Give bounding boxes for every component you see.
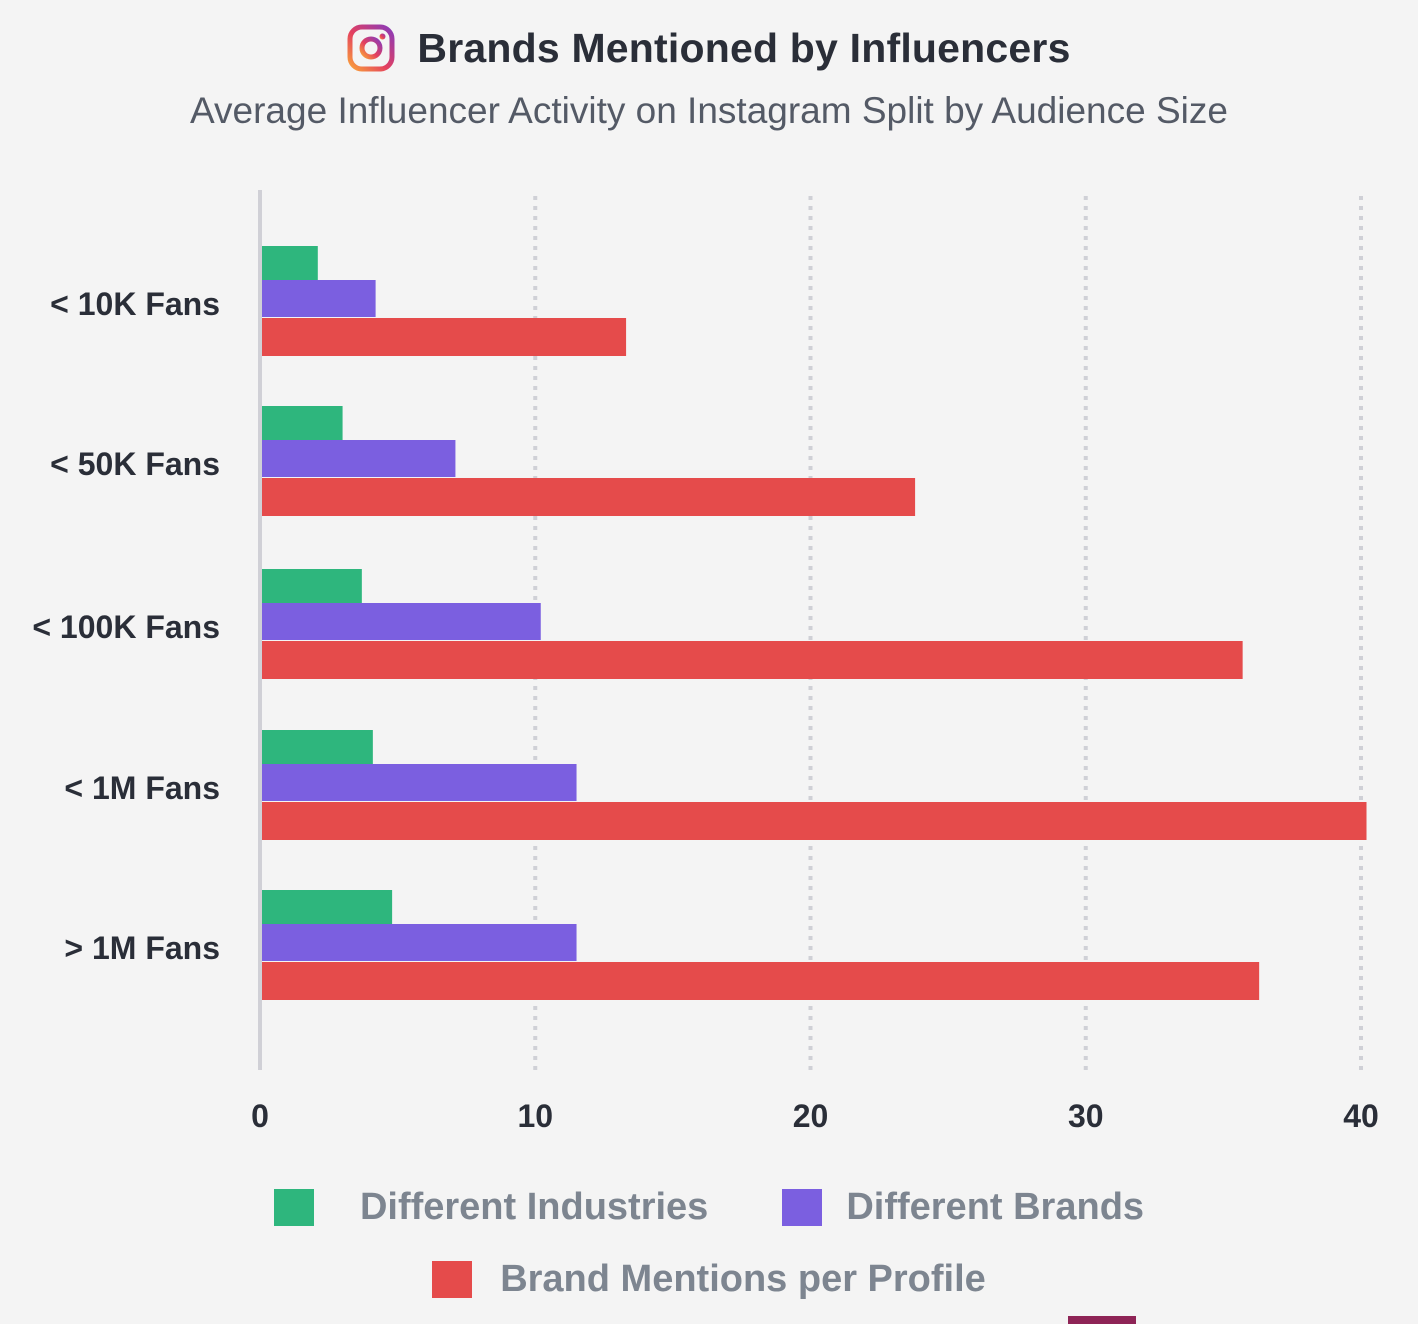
- bottom-accent-mark: [1068, 1316, 1136, 1324]
- chart-header: Brands Mentioned by Influencers Average …: [0, 0, 1418, 150]
- bar-industries-2: [262, 569, 362, 605]
- tick-labels: 0 10 20 30 40: [251, 1098, 1379, 1134]
- x-tick-label-10: 10: [517, 1098, 553, 1134]
- legend-row-2: Brand Mentions per Profile: [0, 1258, 1418, 1301]
- category-label-0: < 10K Fans: [50, 286, 220, 322]
- legend-swatch-mentions: [432, 1261, 473, 1298]
- bar-industries-3: [262, 730, 373, 766]
- title-row: Brands Mentioned by Influencers: [0, 24, 1418, 72]
- category-labels: < 10K Fans < 50K Fans < 100K Fans < 1M Fans…: [32, 286, 220, 966]
- x-tick-label-20: 20: [793, 1098, 829, 1134]
- instagram-icon: [347, 24, 395, 72]
- bar-mentions-3: [262, 802, 1367, 840]
- bar-brands-0: [262, 280, 376, 317]
- x-tick-label-0: 0: [251, 1098, 269, 1134]
- bar-brands-1: [262, 440, 456, 477]
- bar-industries-1: [262, 406, 343, 442]
- legend-swatch-industries: [273, 1189, 314, 1226]
- legend-item-brands: Different Brands: [782, 1186, 1144, 1229]
- legend-label-industries: Different Industries: [359, 1186, 709, 1228]
- category-label-3: < 1M Fans: [64, 770, 220, 806]
- grid-lines: [533, 196, 1363, 1070]
- bar-brands-3: [262, 764, 577, 801]
- bar-mentions-0: [262, 318, 627, 356]
- x-tick-label-30: 30: [1068, 1098, 1104, 1134]
- bar-mentions-2: [262, 641, 1243, 679]
- bar-brands-4: [262, 924, 577, 961]
- chart-subtitle: Average Influencer Activity on Instagram…: [190, 90, 1228, 131]
- bar-chart: < 10K Fans < 50K Fans < 100K Fans < 1M Fans…: [32, 190, 1379, 1134]
- legend-item-industries: Different Industries: [273, 1186, 709, 1229]
- category-label-1: < 50K Fans: [50, 446, 220, 482]
- bar-mentions-1: [262, 478, 916, 516]
- bars: [262, 246, 1367, 1000]
- chart-title: Brands Mentioned by Influencers: [417, 24, 1071, 71]
- bar-brands-2: [262, 603, 541, 640]
- legend-row-1: Different Industries Different Brands: [0, 1186, 1418, 1229]
- bar-industries-0: [262, 246, 318, 282]
- category-label-2: < 100K Fans: [32, 609, 220, 645]
- bar-mentions-4: [262, 962, 1260, 1000]
- x-tick-label-40: 40: [1343, 1098, 1379, 1134]
- category-label-4: > 1M Fans: [64, 930, 220, 966]
- legend-swatch-brands: [782, 1189, 823, 1226]
- bar-industries-4: [262, 890, 393, 926]
- legend-item-mentions: Brand Mentions per Profile: [432, 1258, 986, 1301]
- legend-label-mentions: Brand Mentions per Profile: [500, 1258, 986, 1300]
- legend-label-brands: Different Brands: [846, 1186, 1145, 1228]
